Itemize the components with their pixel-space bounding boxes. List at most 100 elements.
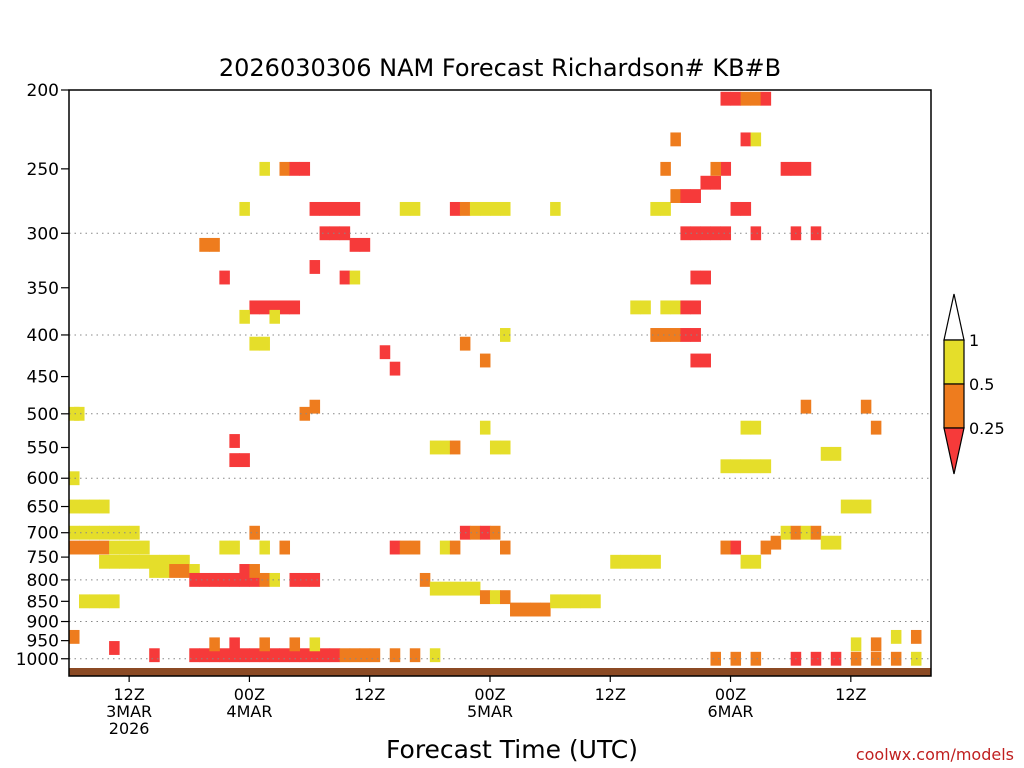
heat-cell [129,540,140,555]
heat-cell [389,361,401,376]
heat-cell [580,594,591,609]
heat-cell [670,328,681,342]
heat-cell [179,554,190,569]
heat-cell [650,201,661,216]
heat-cell [730,459,742,474]
heat-cell [89,499,100,514]
chart-title: 2026030306 NAM Forecast Richardson# KB#B [219,54,781,82]
heat-cell [339,201,351,216]
heat-cell [109,594,120,609]
heat-cell [229,540,240,555]
heat-cell [690,328,701,342]
heat-cell [449,581,461,596]
heat-cell [109,641,120,655]
heat-cell [640,554,651,569]
heat-cell [239,572,250,587]
heat-cell [79,594,90,609]
heat-cell [620,554,631,569]
heat-cell [740,554,752,569]
heat-cell [700,175,711,190]
heat-cell [69,471,80,486]
heat-cell [369,648,381,663]
heat-cell [540,602,551,617]
heat-cell [610,554,621,569]
heat-cell [870,420,882,435]
heat-cell [149,564,160,578]
heat-cell [89,594,100,609]
x-tick-label: 12Z [595,685,626,704]
heat-cell [79,540,90,555]
heat-cell [850,637,862,652]
heat-cell [690,226,701,241]
heat-cell [660,161,671,176]
heat-cell [159,554,170,569]
heat-cell [229,434,240,448]
heat-cell [159,564,170,578]
legend-swatch [943,293,965,341]
heat-cell [269,572,280,587]
heat-cell [199,648,210,663]
heat-cell [730,91,742,106]
heat-cell [309,572,321,587]
heat-cell [780,161,792,176]
heat-cell [890,629,902,644]
heat-cell [479,201,491,216]
heat-cell [359,237,371,252]
heat-cell [740,459,752,474]
heat-cell [860,399,872,414]
y-tick-label: 500 [27,405,59,425]
heat-cell [339,648,351,663]
heat-cell [439,540,451,555]
heat-cell [229,453,240,468]
ground-band [69,668,931,676]
heat-cell [700,353,711,368]
heat-cell [660,328,671,342]
heat-cell [459,201,471,216]
heat-cell [249,648,260,663]
heat-cell [279,540,291,555]
heat-cell [530,602,541,617]
y-tick-label: 650 [27,498,59,518]
heat-cell [239,453,250,468]
heat-cell [429,648,441,663]
heat-cell [850,499,862,514]
heat-cell [670,189,681,203]
heat-cell [209,237,220,252]
heat-cell [249,300,260,315]
x-tick-label: 00Z [234,685,265,704]
heat-cell [239,648,250,663]
heat-cell [199,572,210,587]
heat-cell [219,540,230,555]
heat-cell [89,525,100,540]
y-tick-label: 600 [27,469,59,489]
x-axis-title: Forecast Time (UTC) [386,735,638,764]
heat-cell [710,226,722,241]
heat-cell [289,300,301,315]
heat-cell [259,637,270,652]
heat-cell [219,648,230,663]
heat-cell [429,581,441,596]
heat-cell [810,525,822,540]
heat-cell [550,594,561,609]
heat-cell [289,637,301,652]
heat-cell [149,554,160,569]
heat-cell [740,91,752,106]
heat-cell [449,540,461,555]
heat-cell [750,459,762,474]
x-tick-label: 12Z [354,685,385,704]
heat-cell [359,648,371,663]
heat-cell [820,446,832,461]
heat-cell [670,300,681,315]
heat-cell [319,226,331,241]
heat-cell [309,201,321,216]
heat-cell [199,237,210,252]
heat-cell [69,525,80,540]
heat-cell [780,525,792,540]
heat-cell [74,406,85,421]
heat-cell [760,540,772,555]
legend-label: 0.25 [969,419,1005,438]
heat-cell [449,440,461,455]
heat-cell [479,590,491,605]
